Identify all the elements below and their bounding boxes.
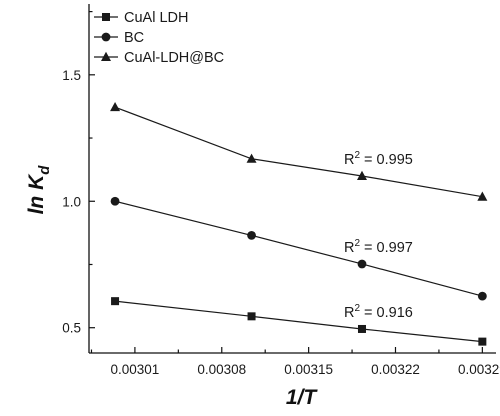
series-square: [111, 297, 487, 346]
data-point: [477, 191, 488, 201]
legend-label: BC: [124, 30, 144, 46]
plot-series: [110, 101, 488, 346]
data-point: [357, 324, 366, 333]
x-tick-label: 0.00322: [371, 362, 420, 377]
y-axis-title-subscript: d: [36, 165, 53, 175]
data-point: [247, 312, 256, 321]
r-squared-label: R2 = 0.916: [344, 303, 413, 321]
data-point: [111, 297, 120, 306]
x-tick-label: 0.00329: [458, 362, 500, 377]
series-line: [114, 106, 483, 198]
legend-label: CuAl LDH: [124, 10, 188, 26]
data-point: [477, 291, 487, 301]
data-point: [356, 170, 367, 180]
y-tick-label: 1.0: [62, 194, 81, 209]
r-squared-annotations: R2 = 0.995 R2 = 0.997 R2 = 0.916: [344, 150, 413, 321]
legend-marker: [102, 13, 110, 21]
series-line: [114, 200, 483, 297]
data-point: [110, 101, 121, 112]
x-tick-label: 0.00301: [111, 362, 160, 377]
legend-item: CuAl-LDH@BC: [94, 50, 224, 66]
legend-item: BC: [94, 30, 144, 46]
x-tick-label: 0.00315: [284, 362, 333, 377]
r-squared-label: R2 = 0.995: [344, 150, 413, 168]
x-tick-label: 0.00308: [197, 362, 246, 377]
series-line: [114, 300, 483, 343]
y-tick-label: 0.5: [62, 321, 81, 336]
series-circle: [110, 196, 487, 301]
data-point: [110, 196, 120, 206]
legend-marker: [101, 32, 111, 42]
data-point: [478, 337, 487, 346]
data-point: [247, 231, 256, 240]
legend: CuAl LDH BC CuAl-LDH@BC: [94, 10, 224, 66]
y-axis-title-main: ln K: [25, 173, 48, 214]
legend-marker: [101, 51, 111, 61]
axes: 0.5 1.0 1.5 0.00301 0.00308 0.00315 0.00322 0.0…: [62, 4, 500, 377]
x-axis-title: 1/T: [286, 386, 319, 409]
data-point: [246, 153, 257, 163]
r-squared-label: R2 = 0.997: [344, 238, 413, 256]
y-tick-label: 1.5: [62, 68, 81, 83]
series-triangle: [110, 101, 488, 201]
data-point: [357, 259, 367, 269]
legend-item: CuAl LDH: [94, 10, 188, 26]
y-axis-title: ln Kd: [25, 165, 53, 215]
legend-label: CuAl-LDH@BC: [124, 50, 224, 66]
